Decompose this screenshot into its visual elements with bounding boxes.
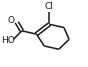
Text: O: O bbox=[7, 16, 14, 25]
Text: HO: HO bbox=[1, 36, 15, 45]
Text: Cl: Cl bbox=[45, 2, 54, 11]
